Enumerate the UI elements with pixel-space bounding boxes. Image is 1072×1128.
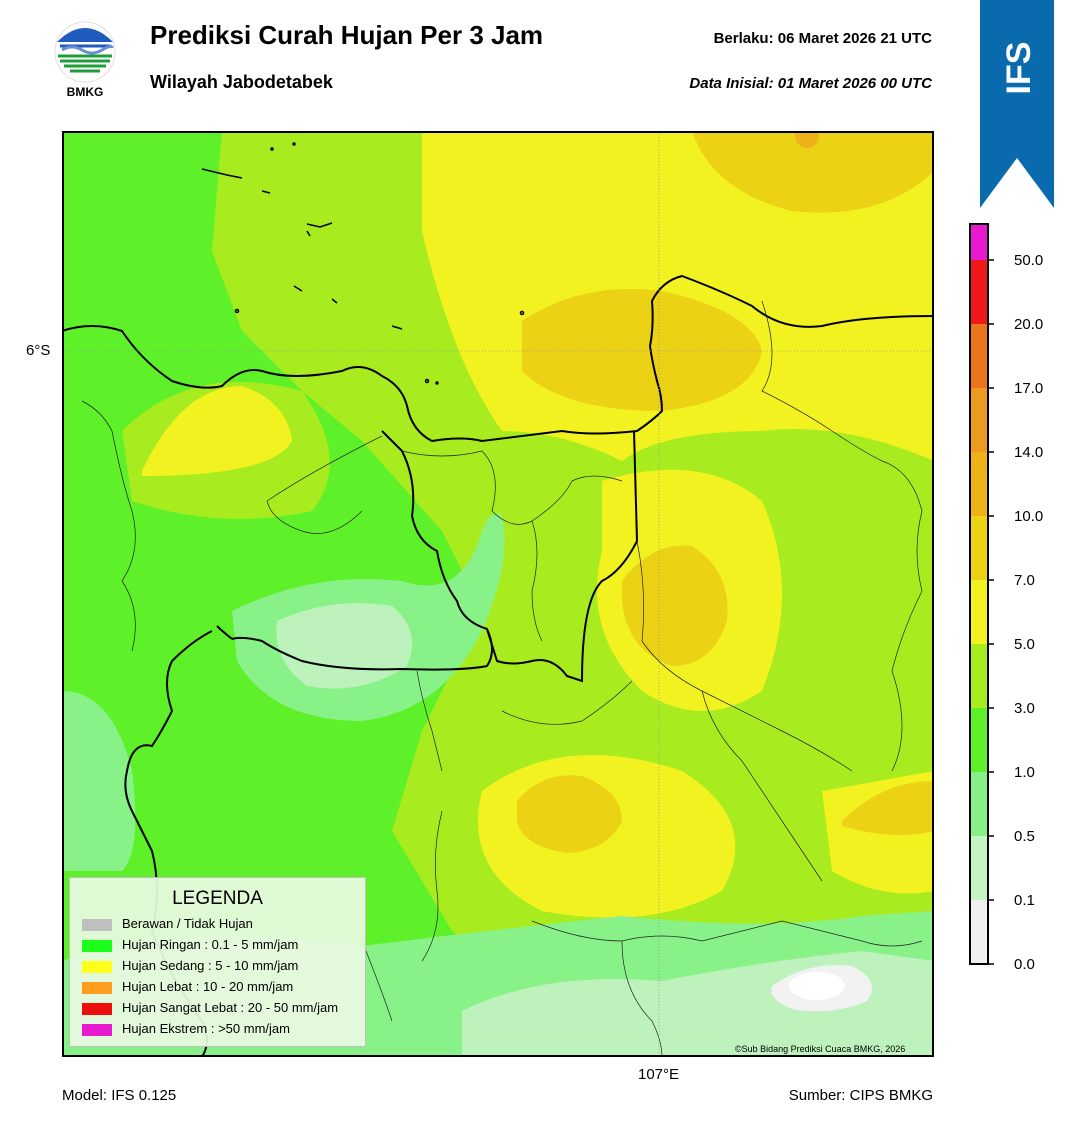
legend-swatch <box>82 1002 112 1015</box>
logo-text: BMKG <box>66 85 104 99</box>
init-time: Data Inisial: 01 Maret 2026 00 UTC <box>689 75 932 92</box>
colorbar-tick-label: 5.0 <box>1014 636 1035 653</box>
colorbar-tick-label: 20.0 <box>1014 316 1043 333</box>
colorbar-tick-label: 0.0 <box>1014 956 1035 972</box>
contour-gold-east <box>622 545 728 666</box>
page-subtitle: Wilayah Jabodetabek <box>150 72 333 92</box>
colorbar-segment <box>970 900 988 964</box>
colorbar-segment <box>970 260 988 324</box>
islands <box>201 142 525 385</box>
legend-item-ekstrem: Hujan Ekstrem : >50 mm/jam <box>82 1021 290 1036</box>
colorbar-segment <box>970 452 988 516</box>
legend-item-berawan: Berawan / Tidak Hujan <box>82 916 253 931</box>
legend-swatch <box>82 981 112 994</box>
regency-borders <box>81 300 923 1057</box>
contour-palegreen-west <box>276 603 412 689</box>
colorbar-tick-label: 17.0 <box>1014 380 1043 397</box>
contour-gold-center <box>522 289 762 411</box>
contour-lightgreen-sw <box>62 691 136 871</box>
source-label: Sumber: CIPS BMKG <box>788 1087 933 1104</box>
legend-box: LEGENDA Berawan / Tidak Hujan Hujan Ring… <box>69 877 366 1047</box>
colorbar-segment <box>970 580 988 644</box>
lat-tick-label: 6°S <box>26 342 51 359</box>
legend-item-sangat-lebat: Hujan Sangat Lebat : 20 - 50 mm/jam <box>82 1000 338 1015</box>
bmkg-logo <box>52 20 118 102</box>
colorbar-segment <box>970 224 988 260</box>
colorbar-tick-label: 0.5 <box>1014 828 1035 845</box>
contour-gold-south <box>517 775 622 853</box>
contour-orangegold <box>795 131 819 148</box>
colorbar-tick-label: 50.0 <box>1014 252 1043 269</box>
colorbar-segment <box>970 836 988 900</box>
contour-yellow-west <box>142 386 292 476</box>
model-label: Model: IFS 0.125 <box>62 1087 177 1104</box>
colorbar: 0.0 0.1 0.5 1.0 3.0 5.0 7.0 10.0 14.0 17.0 20.0 50.… <box>968 222 1072 973</box>
contour-gold-north <box>692 131 934 213</box>
ifs-banner: IFS <box>980 0 1054 208</box>
colorbar-tick-label: 14.0 <box>1014 444 1043 461</box>
legend-swatch <box>82 939 112 952</box>
coastline <box>62 274 934 443</box>
legend-item-lebat: Hujan Lebat : 10 - 20 mm/jam <box>82 979 293 994</box>
contour-gold-se <box>842 781 934 835</box>
colorbar-segment <box>970 516 988 580</box>
copyright-text: ©Sub Bidang Prediksi Cuaca BMKG, 2026 <box>735 1044 906 1054</box>
legend-swatch <box>82 1023 112 1036</box>
legend-swatch <box>82 960 112 973</box>
legend-title: LEGENDA <box>172 888 263 909</box>
colorbar-tick-label: 10.0 <box>1014 508 1043 525</box>
colorbar-segment <box>970 324 988 388</box>
lon-tick-label: 107°E <box>638 1066 680 1083</box>
legend-swatch <box>82 918 112 931</box>
colorbar-segment <box>970 708 988 772</box>
colorbar-tick-label: 3.0 <box>1014 700 1035 717</box>
province-border <box>124 430 639 1057</box>
colorbar-segment <box>970 644 988 708</box>
colorbar-tick-label: 1.0 <box>1014 764 1035 781</box>
colorbar-tick-label: 0.1 <box>1014 892 1035 909</box>
contour-white <box>789 972 845 1000</box>
rainfall-map <box>62 131 934 1057</box>
legend-item-sedang: Hujan Sedang : 5 - 10 mm/jam <box>82 958 298 973</box>
colorbar-segment <box>970 388 988 452</box>
legend-item-ringan: Hujan Ringan : 0.1 - 5 mm/jam <box>82 937 298 952</box>
ifs-banner-text: IFS <box>1000 42 1038 95</box>
page-title: Prediksi Curah Hujan Per 3 Jam <box>150 20 544 50</box>
colorbar-tick-label: 7.0 <box>1014 572 1035 589</box>
valid-time: Berlaku: 06 Maret 2026 21 UTC <box>713 30 932 47</box>
colorbar-segment <box>970 772 988 836</box>
